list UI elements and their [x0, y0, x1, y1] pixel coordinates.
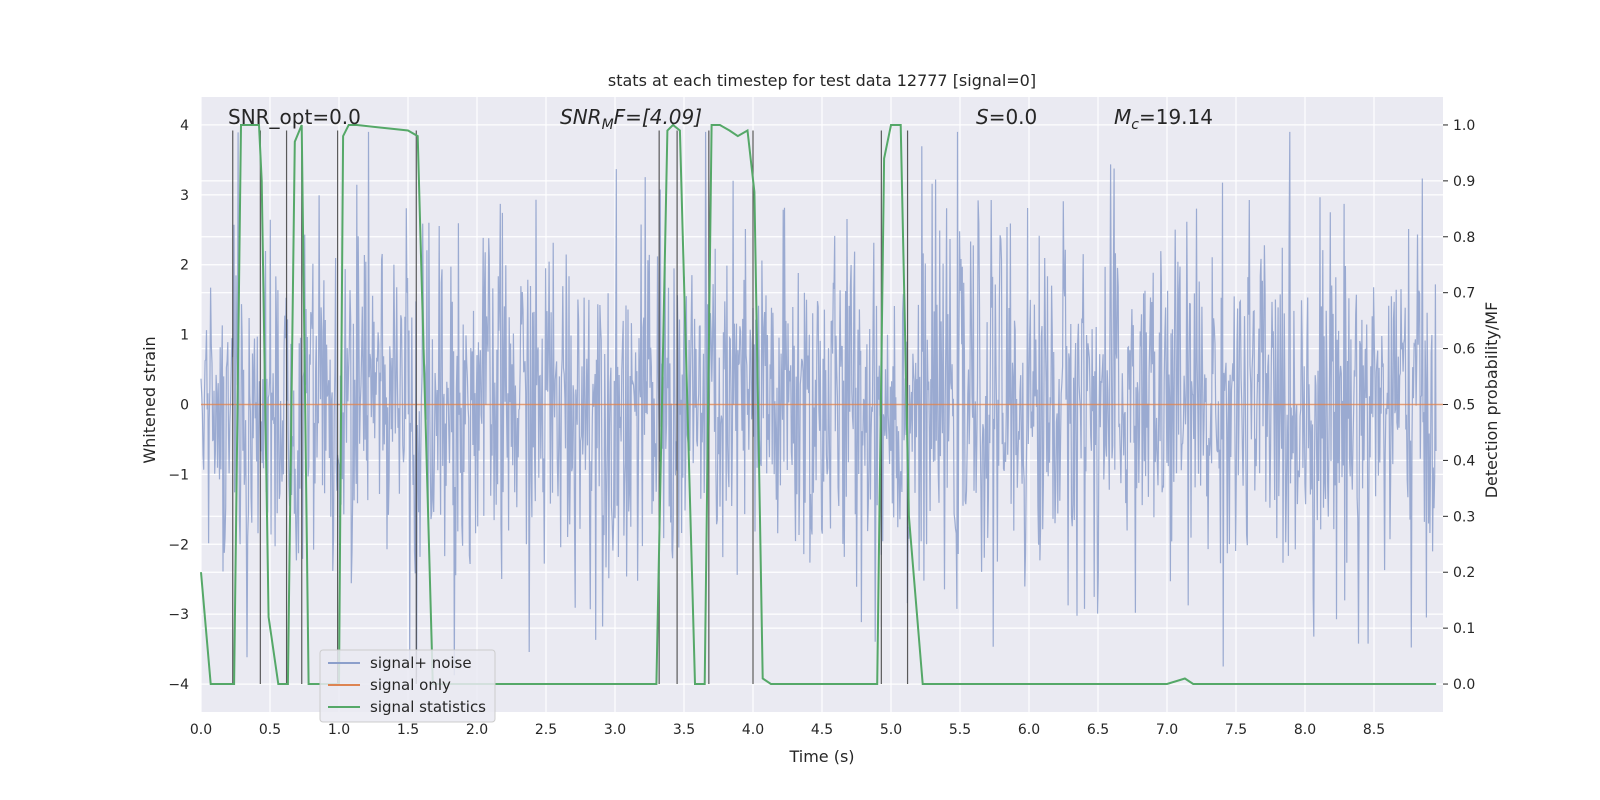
x-tick-label: 2.5	[535, 722, 557, 738]
y2-tick-label: 0.8	[1453, 230, 1475, 246]
x-tick-label: 7.0	[1156, 722, 1178, 738]
x-tick-label: 5.0	[880, 722, 902, 738]
x-tick-label: 0.0	[190, 722, 212, 738]
annotation-mc-value: =19.14	[1139, 105, 1213, 129]
y-tick-label: 3	[180, 188, 189, 204]
legend-label-signal-statistics: signal statistics	[370, 698, 486, 716]
legend-box	[319, 649, 496, 723]
annotation-mc: Mc=19.14	[1114, 105, 1213, 133]
x-tick-label: 2.0	[466, 722, 488, 738]
x-tick-label: 6.0	[1018, 722, 1040, 738]
axis-ticks: 0.0 0.5 1.0 1.5 2.0 2.5 3.0 3.5 4.0 4.5 5.0 5.5 6.0 6…	[168, 118, 1475, 738]
x-tick-label: 7.5	[1225, 722, 1247, 738]
y-tick-label: −2	[168, 537, 189, 553]
y2-tick-label: 1.0	[1453, 118, 1475, 134]
annotation-s-value: =0.0	[989, 105, 1038, 129]
y-tick-label: −3	[168, 607, 189, 623]
y2-tick-label: 0.9	[1453, 174, 1475, 190]
signal-noise-line	[200, 131, 1437, 678]
x-tick-label: 1.5	[397, 722, 419, 738]
y2-tick-label: 0.7	[1453, 286, 1475, 302]
y-tick-label: 2	[180, 258, 189, 274]
x-tick-label: 3.5	[673, 722, 695, 738]
y2-tick-label: 0.3	[1453, 509, 1475, 525]
y-tick-label: 0	[180, 398, 189, 414]
annotation-mc-var: M	[1114, 105, 1131, 129]
x-tick-label: 8.0	[1294, 722, 1316, 738]
chart-title: stats at each timestep for test data 127…	[608, 71, 1036, 90]
y-axis-label: Whitened strain	[140, 336, 159, 463]
y-tick-label: 4	[180, 118, 189, 134]
y2-tick-label: 0.1	[1453, 621, 1475, 637]
legend: signal+ noise signal only signal statist…	[319, 649, 496, 723]
y-tick-label: 1	[180, 328, 189, 344]
x-tick-label: 8.5	[1363, 722, 1385, 738]
annotation-snr-mf-sub: M	[602, 117, 614, 133]
y2-tick-label: 0.5	[1453, 398, 1475, 414]
y-tick-label: −4	[168, 677, 189, 693]
y2-tick-label: 0.2	[1453, 565, 1475, 581]
annotation-mc-sub: c	[1131, 117, 1139, 133]
series-signal-noise	[200, 131, 1437, 678]
annotation-snr-mf: SNRMF=[4.09]	[560, 105, 702, 133]
annotation-s-var: S	[976, 105, 989, 129]
annotation-snr-opt: SNR_opt=0.0	[228, 105, 361, 129]
x-tick-label: 5.5	[949, 722, 971, 738]
legend-label-signal-only: signal only	[370, 676, 451, 694]
annotation-snr-mf-prefix: SNR	[560, 105, 602, 129]
x-tick-label: 1.0	[328, 722, 350, 738]
signal-statistics-line	[200, 123, 1437, 685]
x-tick-label: 4.0	[742, 722, 764, 738]
y2-tick-label: 0.0	[1453, 677, 1475, 693]
series-signal-statistics	[200, 123, 1437, 685]
y-tick-label: −1	[168, 467, 189, 483]
annotation-s: S=0.0	[976, 105, 1037, 129]
x-tick-label: 4.5	[811, 722, 833, 738]
x-tick-label: 6.5	[1087, 722, 1109, 738]
y2-axis-label: Detection probability/MF	[1482, 302, 1501, 499]
x-axis-label: Time (s)	[788, 747, 854, 766]
x-tick-label: 3.0	[604, 722, 626, 738]
legend-label-signal-noise: signal+ noise	[370, 654, 472, 672]
x-tick-label: 0.5	[259, 722, 281, 738]
y2-tick-label: 0.4	[1453, 453, 1475, 469]
y2-tick-label: 0.6	[1453, 342, 1475, 358]
annotation-snr-mf-suffix: F=[4.09]	[614, 105, 702, 129]
